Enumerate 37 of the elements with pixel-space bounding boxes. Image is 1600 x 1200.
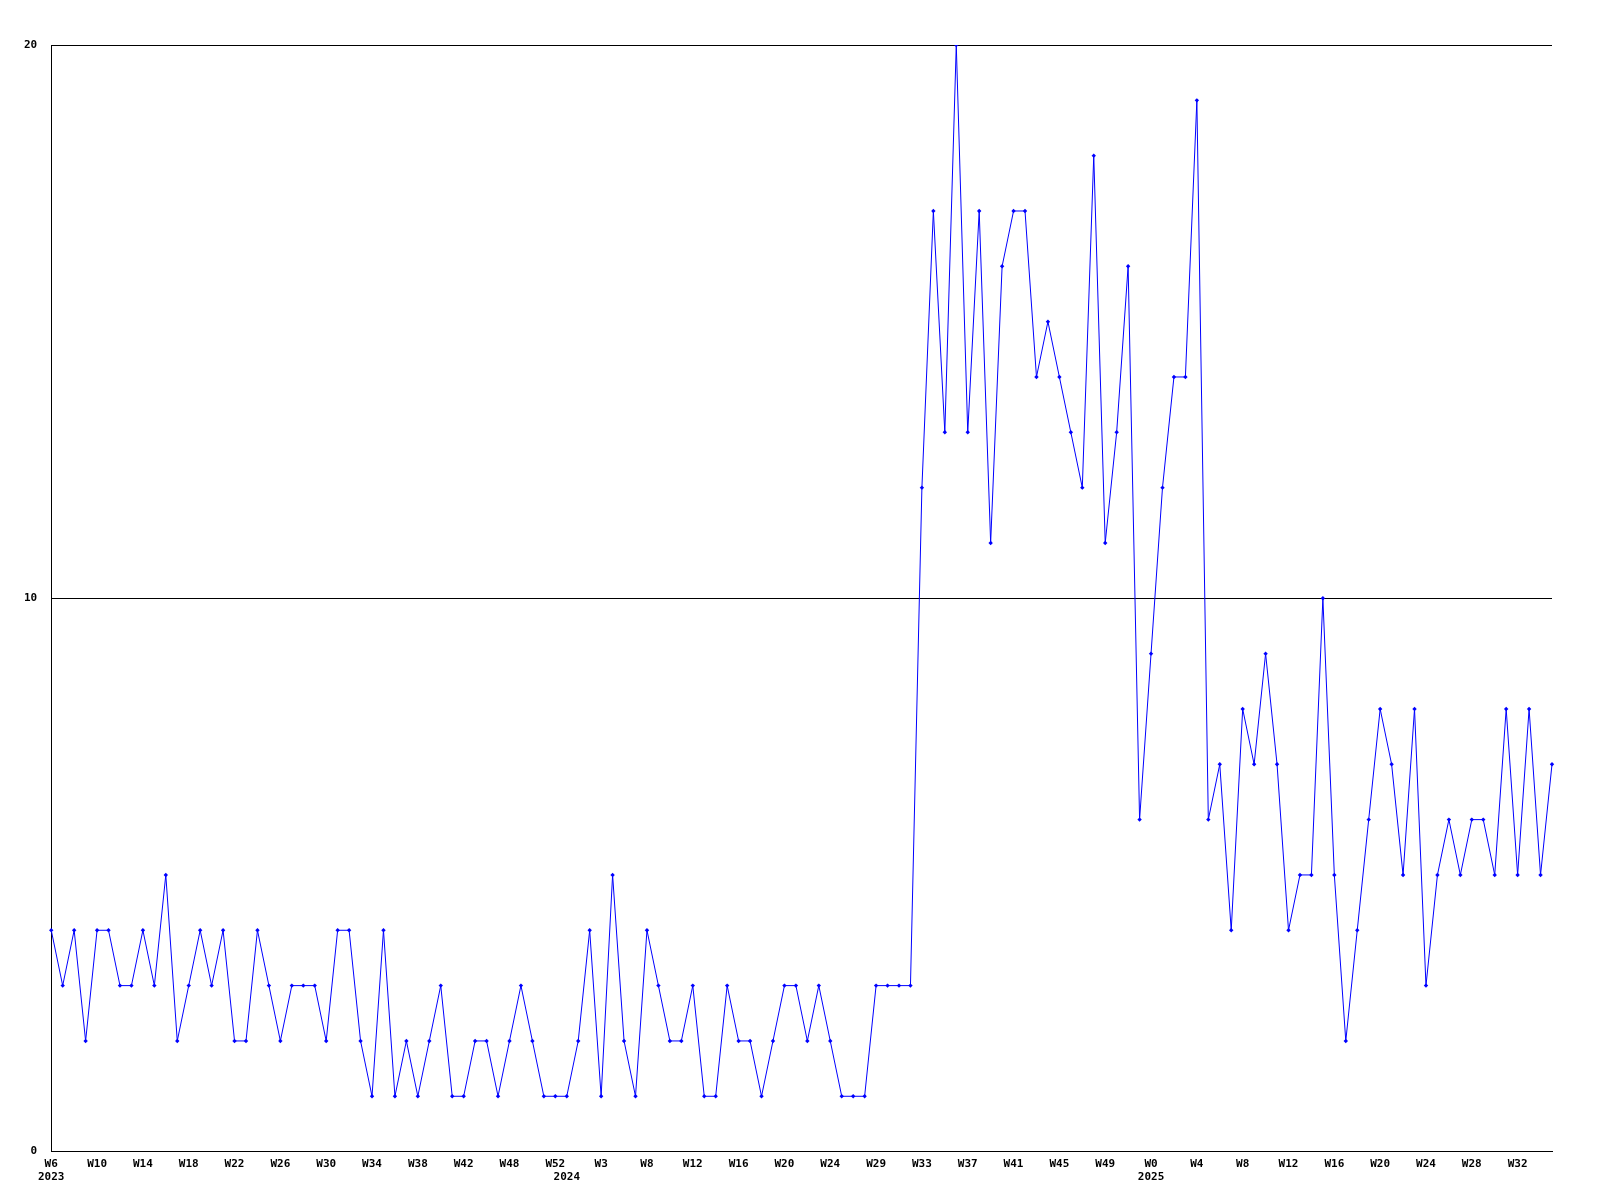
x-tick-label: W42	[453, 1157, 474, 1171]
x-tick-label: W37	[957, 1157, 978, 1171]
x-tick-label: W20	[1370, 1157, 1391, 1171]
x-tick-label: W29	[866, 1157, 887, 1171]
x-tick-label: W10	[87, 1157, 108, 1171]
x-tick-label: W33	[911, 1157, 932, 1171]
y-tick-label: 0	[30, 1144, 38, 1158]
x-tick-label: W34	[362, 1157, 383, 1171]
x-tick-label: 2024	[553, 1170, 581, 1184]
x-tick-label: W22	[224, 1157, 245, 1171]
x-tick-label: W20	[774, 1157, 795, 1171]
x-tick-label: W8	[1236, 1157, 1250, 1171]
x-tick-label: W14	[132, 1157, 154, 1171]
x-tick-label: W3	[594, 1157, 608, 1171]
x-tick-label: W24	[820, 1157, 841, 1171]
x-tick-label: W0 2025	[1137, 1157, 1165, 1184]
x-tick-label: W18	[178, 1157, 199, 1171]
x-tick-label: W26	[270, 1157, 291, 1171]
x-tick-label: W16	[1324, 1157, 1345, 1171]
x-tick-label: W52	[545, 1157, 566, 1171]
x-tick-label: W45	[1049, 1157, 1070, 1171]
x-tick-label: W28	[1461, 1157, 1482, 1171]
x-tick-label: W12	[682, 1157, 703, 1171]
x-tick-label: W30	[316, 1157, 337, 1171]
x-tick-label: W4	[1190, 1157, 1204, 1171]
x-tick-label: W48	[499, 1157, 520, 1171]
x-tick-label: W41	[1003, 1157, 1024, 1171]
x-tick-label: W32	[1507, 1157, 1528, 1171]
x-tick-label: W12	[1278, 1157, 1299, 1171]
x-tick-label: W16	[728, 1157, 749, 1171]
x-tick-label: W6 2023	[38, 1157, 65, 1184]
x-tick-label: W8	[640, 1157, 654, 1171]
x-tick-label: W49	[1095, 1157, 1116, 1171]
y-tick-label: 10	[24, 591, 38, 605]
y-tick-label: 20	[24, 37, 38, 51]
x-tick-label: W38	[407, 1157, 428, 1171]
x-tick-label: W24	[1416, 1157, 1437, 1171]
